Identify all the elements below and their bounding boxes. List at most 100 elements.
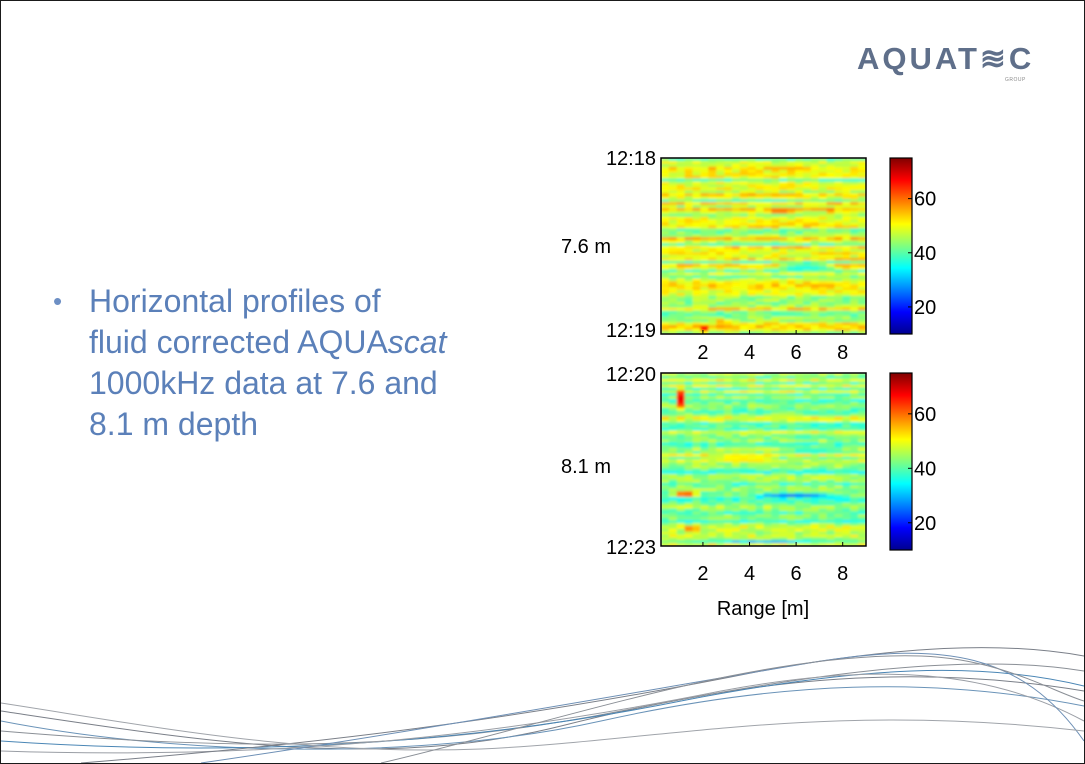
heatmap-cell [850,172,859,177]
heatmap-cell [676,292,686,297]
heatmap-cell [802,494,812,498]
heatmap-cell [755,502,765,507]
heatmap-cell [739,410,749,414]
heatmap-cell [708,187,717,191]
heatmap-cell [731,396,741,400]
heatmap-cell [692,442,702,446]
heatmap-cell [795,169,804,174]
heatmap-cell [787,378,796,383]
heatmap-cell [724,531,733,536]
heatmap-cell [731,453,741,458]
heatmap-cell [826,228,836,232]
heatmap-cell [755,436,765,440]
heatmap-cell [724,456,733,461]
heatmap-cell [787,199,796,203]
heatmap-cell [661,528,670,533]
heatmap-cell [755,160,765,165]
heatmap-cell [763,187,772,191]
heatmap-cell [731,251,741,256]
heatmap-cell [779,269,788,273]
heatmap-cell [858,243,866,247]
heatmap-cell [684,419,694,423]
heatmap-cell [676,234,686,238]
heatmap-cell [661,424,670,429]
heatmap-cell [779,396,788,400]
heatmap-cell [724,491,733,495]
heatmap-cell [724,207,733,212]
heatmap-cell [826,199,836,203]
heatmap-cell [763,442,772,446]
heatmap-cell [795,254,804,259]
heatmap-cell [834,290,843,294]
heatmap-cell [700,511,709,515]
heatmap-cell [747,213,757,218]
heatmap-cell [676,243,686,247]
heatmap-cell [684,410,694,414]
heatmap-cell [716,537,725,541]
heatmap-cell [731,390,741,394]
heatmap-cell [700,404,709,409]
heatmap-cell [692,196,702,200]
heatmap-cell [779,196,788,200]
heatmap-top-depth-label: 7.6 m [561,236,611,258]
heatmap-cell [795,295,804,300]
heatmap-cell [771,373,780,377]
heatmap-cell [834,284,843,288]
heatmap-cell [755,427,765,432]
heatmap-cell [747,263,757,268]
heatmap-cell [834,243,843,247]
heatmap-cell [739,465,749,469]
heatmap-cell [802,166,812,171]
bullet-line-3: 1000kHz data at 7.6 and [89,365,438,401]
heatmap-cell [795,260,804,265]
heatmap-cell [739,187,749,191]
heatmap-cell [739,381,749,386]
heatmap-cell [684,427,694,432]
heatmap-cell [731,407,741,412]
heatmap-cell [676,375,686,380]
heatmap-cell [787,407,796,412]
heatmap-cell [676,528,686,533]
heatmap-cell [779,413,788,417]
heatmap-cell [810,424,820,429]
heatmap-cell [826,278,836,282]
heatmap-cell [716,160,725,165]
heatmap-cell [708,257,717,262]
heatmap-cell [708,445,717,449]
heatmap-cell [826,240,836,244]
heatmap-cell [731,210,741,215]
heatmap-cell [684,290,694,294]
heatmap-cell [787,248,796,253]
heatmap-cell [692,439,702,443]
heatmap-cell [802,531,812,536]
heatmap-cell [716,284,725,288]
heatmap-cell [763,439,772,443]
heatmap-cell [763,494,772,498]
heatmap-cell [842,439,851,443]
heatmap-cell [724,453,733,458]
heatmap-cell [858,292,866,297]
heatmap-cell [661,517,670,521]
heatmap-cell [716,528,725,533]
heatmap-cell [739,266,749,271]
heatmap-cell [850,375,859,380]
heatmap-cell [802,266,812,271]
x-tick-label: 8 [837,563,848,585]
heatmap-cell [802,254,812,259]
heatmap-cell [763,531,772,536]
heatmap-cell [708,520,717,524]
heatmap-cell [787,254,796,259]
heatmap-cell [795,517,804,521]
heatmap-cell [747,485,757,489]
heatmap-cell [842,222,851,227]
heatmap-cell [731,190,741,194]
heatmap-cell [692,278,702,282]
heatmap-cell [858,184,866,188]
heatmap-cell [787,202,796,206]
heatmap-cell [661,473,670,478]
heatmap-cell [684,482,694,487]
heatmap-cell [684,301,694,306]
heatmap-cell [684,278,694,282]
heatmap-cell [668,219,678,224]
heatmap-cell [834,263,843,268]
